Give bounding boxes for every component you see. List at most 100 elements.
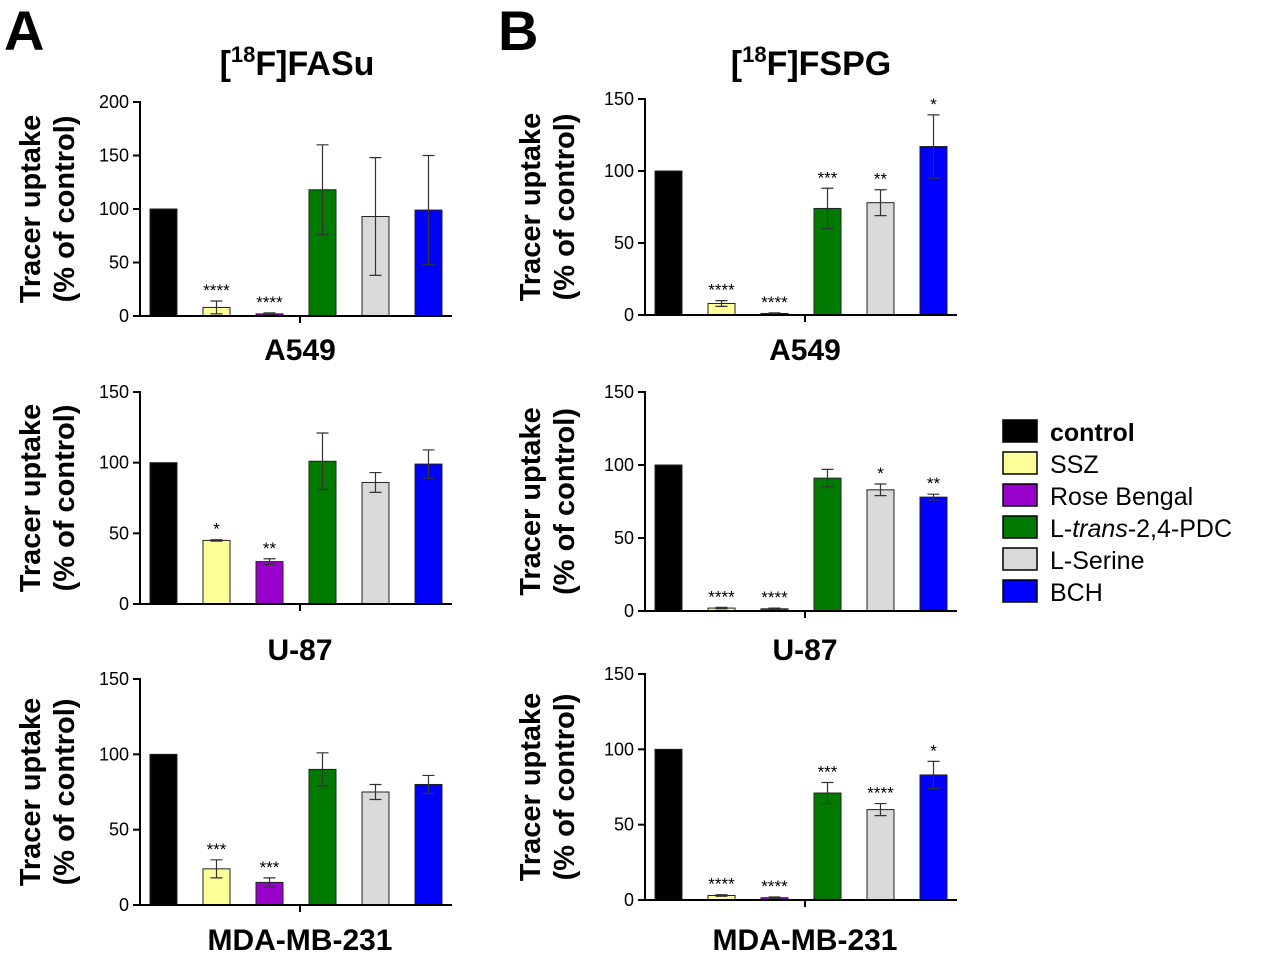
chart-b-a549-y-tick-label: 50 (614, 233, 634, 253)
legend: control SSZ Rose Bengal L-trans-2,4-PDC … (1002, 419, 1232, 607)
tracer-title-a-suffix: F]FASu (255, 45, 374, 83)
chart-a-u87-error-bar-rose-bengal (263, 558, 276, 566)
chart-a-u87-error-bar-l-serine (369, 471, 382, 493)
chart-b-mda-mb-231-error-bar-pdc (821, 781, 834, 805)
legend-label-l-serine: L-Serine (1050, 547, 1145, 575)
chart-b-u87-significance-ssz: **** (708, 587, 735, 606)
chart-a-a549-ylabel-line2: (% of control) (49, 116, 81, 303)
chart-a-u87-ylabel-line1: Tracer uptake (15, 404, 47, 593)
chart-a-a549-y-tick-label: 200 (99, 92, 129, 112)
chart-a-a549-xlabel: A549 (264, 334, 336, 367)
chart-b-u87-y-tick-label: 50 (614, 528, 634, 548)
chart-b-u87-significance-bch: ** (927, 474, 941, 493)
chart-a-mda-mb-231-y-tick-label: 150 (99, 669, 129, 689)
legend-swatch-control (1002, 419, 1038, 443)
chart-a-mda-mb-231-y-tick-label: 100 (99, 744, 129, 764)
chart-b-mda-mb-231-significance-l-serine: **** (867, 784, 894, 803)
legend-swatch-ssz (1002, 451, 1038, 475)
chart-a-u87-significance-rose-bengal: ** (263, 539, 277, 558)
chart-a-u87-error-bar-bch (422, 449, 435, 479)
chart-a-u87-error-bar-ssz (210, 539, 223, 542)
tracer-title-a: [18F]FASu (220, 42, 375, 83)
tracer-title-b-prefix: [ (731, 45, 742, 83)
chart-b-a549-significance-l-serine: ** (874, 170, 888, 189)
chart-b-u87-bar-l-serine (866, 489, 895, 612)
chart-a-mda-mb-231-bar-pdc (308, 768, 337, 906)
chart-b-u87-ylabel: Tracer uptake(% of control) (515, 407, 581, 596)
chart-b-mda-mb-231-ylabel-line2: (% of control) (549, 694, 581, 881)
chart-b-mda-mb-231-bar-bch (919, 774, 948, 901)
chart-a-u87-y-tick-label: 0 (119, 594, 129, 614)
chart-a-u87-y-tick-label: 150 (99, 382, 129, 402)
chart-b-u87-error-bar-ssz (715, 606, 728, 610)
chart-b-u87-bar-pdc (813, 477, 842, 612)
chart-b-a549-y-tick-label: 150 (604, 89, 634, 109)
chart-b-a549-error-bar-pdc (821, 187, 834, 230)
chart-a-mda-mb-231-bar-l-serine (361, 791, 390, 906)
tracer-title-b-isotope: 18 (742, 42, 766, 67)
chart-b-mda-mb-231-error-bar-l-serine (874, 802, 887, 817)
chart-a-mda-mb-231: *** *** 0 50 100 150 MDA-MB-231 Tracer uptake(%… (15, 669, 452, 957)
chart-a-a549-ylabel-line1: Tracer uptake (15, 115, 47, 304)
chart-b-u87-y-tick-label: 150 (604, 382, 634, 402)
chart-b-mda-mb-231-error-bar-ssz (715, 894, 728, 897)
chart-b-mda-mb-231-error-bar-rose-bengal (768, 896, 781, 900)
chart-b-u87-ylabel-line1: Tracer uptake (515, 407, 547, 596)
chart-a-a549-significance-ssz: **** (203, 281, 230, 300)
chart-b-u87-error-bar-pdc (821, 468, 834, 488)
chart-a-mda-mb-231-ylabel-line1: Tracer uptake (15, 698, 47, 887)
legend-swatch-pdc (1002, 515, 1038, 539)
chart-a-mda-mb-231-bar-control (149, 753, 178, 906)
chart-a-a549-ylabel: Tracer uptake(% of control) (15, 115, 81, 304)
chart-b-u87-ylabel-line2: (% of control) (549, 408, 581, 595)
chart-b-a549-y-tick-label: 100 (604, 161, 634, 181)
chart-a-a549-error-bar-pdc (316, 144, 329, 236)
chart-b-u87-significance-l-serine: * (877, 464, 884, 483)
tracer-title-b: [18F]FSPG (731, 42, 891, 83)
chart-a-a549-significance-rose-bengal: **** (256, 293, 283, 312)
chart-a-u87-xlabel: U-87 (267, 634, 332, 667)
chart-b-mda-mb-231-ylabel: Tracer uptake(% of control) (515, 693, 581, 882)
chart-b-mda-mb-231: **** ************050100150MDA-MB-231Trace… (515, 664, 957, 957)
chart-a-mda-mb-231-significance-ssz: *** (207, 840, 227, 859)
legend-label-bch: BCH (1050, 579, 1103, 607)
chart-b-a549-significance-ssz: **** (708, 281, 735, 300)
legend-swatch-rose-bengal (1002, 483, 1038, 507)
chart-a-u87-significance-ssz: * (213, 520, 220, 539)
chart-a-u87-error-bar-pdc (316, 432, 329, 491)
legend-label-control: control (1050, 419, 1135, 447)
chart-a-mda-mb-231-xlabel: MDA-MB-231 (207, 924, 392, 957)
legend-label-pdc: L-trans-2,4-PDC (1050, 515, 1232, 543)
chart-a-u87-bar-ssz (202, 539, 231, 605)
chart-b-mda-mb-231-ylabel-line1: Tracer uptake (515, 693, 547, 882)
chart-b-mda-mb-231-significance-rose-bengal: **** (761, 877, 788, 896)
chart-a-a549-error-bar-bch (422, 154, 435, 266)
chart-b-u87-error-bar-bch (927, 493, 940, 501)
chart-b-u87-y-tick-label: 0 (624, 601, 634, 621)
chart-a-a549: **** **** 0 50 100 150 200 A549 Tracer uptake(% … (15, 92, 452, 367)
chart-b-mda-mb-231-y-tick-label: 0 (624, 890, 634, 910)
chart-a-mda-mb-231-y-tick-label: 50 (109, 820, 129, 840)
chart-a-a549-error-bar-ssz (210, 300, 223, 315)
chart-a-mda-mb-231-error-bar-rose-bengal (263, 877, 276, 888)
chart-b-a549-error-bar-l-serine (874, 189, 887, 217)
chart-a-u87-bar-control (149, 462, 178, 605)
legend-label-pdc-prefix: L- (1050, 515, 1072, 543)
panel-letter-a: A (4, 0, 44, 62)
chart-b-u87-error-bar-l-serine (874, 483, 887, 497)
chart-b-a549-significance-bch: * (930, 95, 937, 114)
chart-b-mda-mb-231-error-bar-bch (927, 760, 940, 790)
chart-b-u87-y-tick-label: 100 (604, 455, 634, 475)
legend-label-pdc-suffix: -2,4-PDC (1128, 515, 1232, 543)
tracer-title-a-isotope: 18 (231, 42, 255, 67)
chart-a-a549-error-bar-l-serine (369, 157, 382, 276)
chart-a-u87-bar-bch (414, 463, 443, 605)
chart-a-a549-bar-control (149, 208, 178, 317)
chart-a-a549-error-bar-rose-bengal (263, 312, 276, 316)
chart-a-a549-y-tick-label: 100 (99, 199, 129, 219)
chart-b-a549-significance-rose-bengal: **** (761, 293, 788, 312)
chart-b-u87-bar-control (654, 464, 683, 612)
